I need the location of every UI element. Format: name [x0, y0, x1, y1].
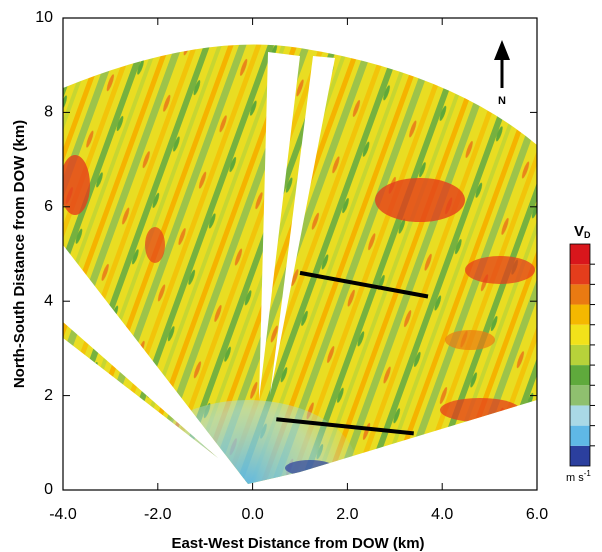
x-tick-label: 6.0 [526, 506, 548, 523]
beam-gap [259, 52, 300, 400]
colorbar-unit: m s-1 [566, 469, 591, 484]
plot-frame [62, 17, 538, 491]
annotation-line [276, 417, 414, 436]
unit-superscript: -1 [584, 469, 592, 478]
beam-gap [270, 56, 335, 395]
colorbar-label: VD [574, 223, 591, 240]
colorbar-swatch [570, 445, 590, 466]
north-label: N [498, 95, 506, 107]
colorbar-swatch [570, 304, 590, 325]
colorbar-swatch [570, 244, 590, 265]
colorbar-swatch [570, 365, 590, 386]
x-tick-label: -2.0 [144, 506, 172, 523]
x-tick-label: 0.0 [241, 506, 263, 523]
x-tick-label: 4.0 [431, 506, 453, 523]
annotation-line [299, 270, 429, 299]
y-tick-label: 2 [44, 387, 53, 404]
radar-image [63, 44, 537, 484]
colorbar-swatch [570, 405, 590, 426]
y-tick-label: 0 [44, 481, 53, 498]
colorbar-swatch [570, 264, 590, 285]
colorbar-subscript: D [584, 230, 591, 240]
colorbar-swatch [570, 385, 590, 406]
colorbar-swatch [570, 284, 590, 305]
colorbar-symbol: V [574, 223, 584, 240]
colorbar-frame [569, 243, 591, 467]
x-tick-label: 2.0 [336, 506, 358, 523]
x-axis-label: East-West Distance from DOW (km) [171, 535, 424, 552]
unit: m s [566, 472, 584, 484]
north-arrow: N [494, 40, 510, 107]
y-tick-label: 8 [44, 104, 53, 121]
y-tick-label: 10 [35, 9, 53, 26]
y-tick-label: 4 [44, 292, 53, 309]
colorbar-swatch [570, 344, 590, 366]
colorbar-swatch [570, 324, 590, 345]
y-axis-label: North-South Distance from DOW (km) [11, 120, 28, 388]
y-tick-label: 6 [44, 198, 53, 215]
colorbar-swatch [570, 425, 590, 446]
x-tick-label: -4.0 [49, 506, 77, 523]
